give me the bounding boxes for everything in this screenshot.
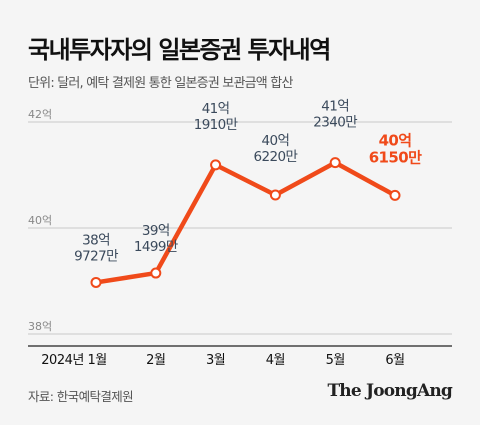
chart-title: 국내투자자의 일본증권 투자내역: [28, 36, 331, 64]
x-tick-label: 6월: [385, 353, 404, 368]
brand-logo: The JoongAng: [327, 381, 452, 401]
data-label: 41억 1910만: [194, 101, 238, 133]
data-point: [210, 159, 222, 171]
source-note: 자료: 한국예탁결제원: [28, 389, 134, 404]
series-line: [93, 160, 398, 285]
data-label: 38억 9727만: [74, 232, 118, 264]
data-point: [269, 189, 281, 201]
data-label: 40억 6220만: [254, 133, 298, 165]
x-tick-label: 4월: [266, 353, 285, 368]
data-label: 40억 6150만: [369, 131, 422, 166]
data-point: [150, 267, 162, 279]
chart-subtitle: 단위: 달러, 예탁 결제원 통한 일본증권 보관금액 합산: [28, 76, 293, 91]
data-label: 39억 1499만: [134, 223, 178, 255]
data-label: 41억 2340만: [313, 99, 357, 131]
data-point: [389, 189, 401, 201]
y-tick-label: 40억: [28, 214, 52, 227]
data-point: [90, 276, 102, 288]
y-tick-label: 38억: [28, 320, 52, 333]
x-tick-label: 5월: [326, 353, 345, 368]
y-tick-label: 42억: [28, 108, 52, 121]
x-tick-label: 2024년 1월: [41, 353, 106, 368]
x-tick-label: 2월: [146, 353, 165, 368]
x-tick-label: 3월: [206, 353, 225, 368]
data-point: [329, 157, 341, 169]
